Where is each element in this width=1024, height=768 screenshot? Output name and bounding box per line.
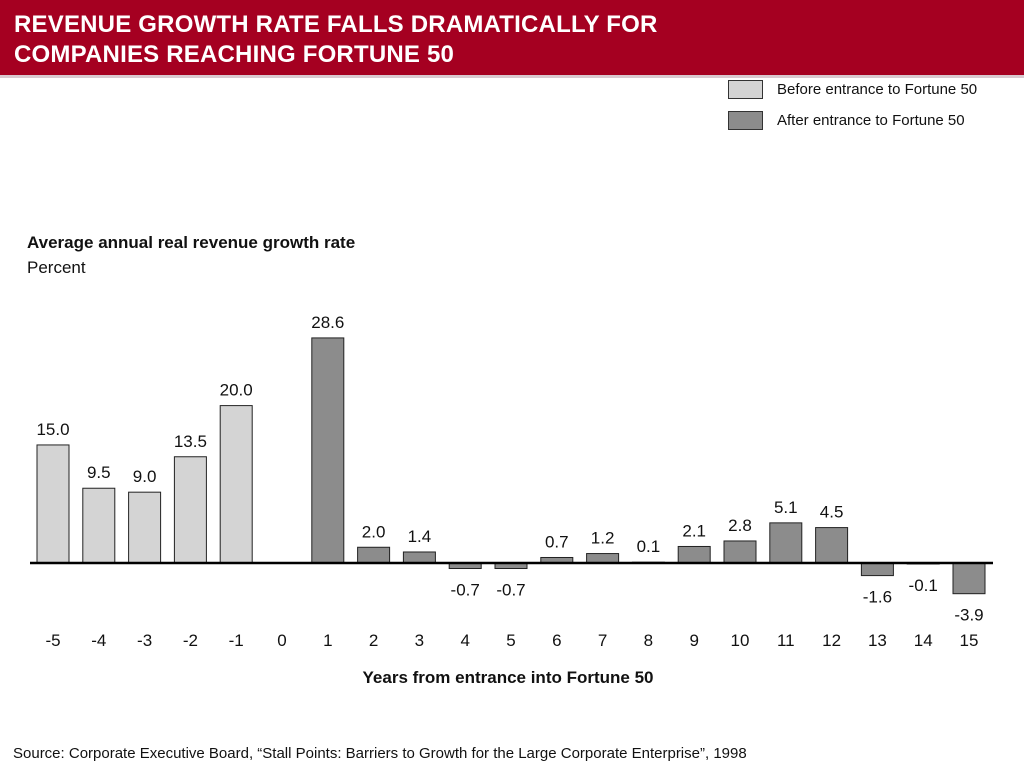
bar-10 (723, 540, 757, 564)
bar--1 (219, 405, 253, 564)
data-label-5: -0.7 (496, 581, 525, 600)
x-tick-label-11: 11 (777, 631, 795, 650)
bar-9 (677, 545, 711, 564)
bar-7 (586, 553, 620, 564)
legend-swatch-before (728, 80, 763, 99)
title-bar (0, 0, 1024, 75)
x-tick-label-12: 12 (822, 631, 841, 650)
x-tick-label-15: 15 (960, 631, 979, 650)
slide-title: REVENUE GROWTH RATE FALLS DRAMATICALLY F… (14, 10, 1014, 70)
data-label-10: 2.8 (728, 516, 752, 535)
x-tick-label-13: 13 (868, 631, 887, 650)
data-label-6: 0.7 (545, 532, 569, 551)
x-tick-label-2: 2 (369, 631, 378, 650)
bar-2 (357, 546, 391, 564)
data-label--2: 13.5 (174, 432, 207, 451)
bar-1 (311, 337, 345, 564)
legend-label-before: Before entrance to Fortune 50 (777, 81, 978, 98)
bar-13 (860, 562, 894, 577)
data-label-4: -0.7 (451, 581, 480, 600)
x-axis-title: Years from entrance into Fortune 50 (363, 668, 654, 687)
x-tick-label--4: -4 (91, 631, 106, 650)
data-label--1: 20.0 (220, 381, 253, 400)
x-tick-label-8: 8 (644, 631, 653, 650)
x-tick-label-5: 5 (506, 631, 515, 650)
x-tick-label--2: -2 (183, 631, 198, 650)
x-tick-label-0: 0 (277, 631, 286, 650)
data-label-13: -1.6 (863, 588, 892, 607)
bar--4 (82, 487, 116, 564)
x-tick-label-3: 3 (415, 631, 424, 650)
data-label-3: 1.4 (408, 527, 432, 546)
legend-swatch-after (728, 111, 763, 130)
x-tick-label--5: -5 (45, 631, 60, 650)
title-underline (0, 75, 1024, 78)
chart-unit-label: Percent (27, 258, 86, 277)
data-label--3: 9.0 (133, 467, 157, 486)
data-label-2: 2.0 (362, 522, 386, 541)
data-label-9: 2.1 (682, 521, 706, 540)
slide-title-line-2: COMPANIES REACHING FORTUNE 50 (14, 41, 455, 68)
bar--3 (128, 491, 162, 564)
bar--2 (173, 456, 207, 564)
x-tick-label-1: 1 (323, 631, 332, 650)
x-tick-label-10: 10 (731, 631, 750, 650)
legend-label-after: After entrance to Fortune 50 (777, 112, 965, 129)
x-tick-label-4: 4 (460, 631, 469, 650)
x-tick-label-7: 7 (598, 631, 607, 650)
bar-12 (815, 527, 849, 564)
x-tick-label--1: -1 (229, 631, 244, 650)
bar-11 (769, 522, 803, 564)
data-label-7: 1.2 (591, 529, 615, 548)
data-label-8: 0.1 (637, 537, 661, 556)
data-label-1: 28.6 (311, 313, 344, 332)
bar-chart: 15.0 -5 9.5 -4 9.0 -3 13.5 -2 20.0 -1 0 28.6 1 2.0 2 1.… (30, 313, 993, 687)
chart-title: Average annual real revenue growth rate (27, 233, 356, 252)
x-tick-label-9: 9 (689, 631, 698, 650)
data-label-15: -3.9 (954, 606, 983, 625)
bar-15 (952, 562, 986, 595)
x-tick-label--3: -3 (137, 631, 152, 650)
source-note: Source: Corporate Executive Board, “Stal… (13, 745, 747, 762)
slide-title-line-1: REVENUE GROWTH RATE FALLS DRAMATICALLY F… (14, 11, 658, 38)
bar--5 (36, 444, 70, 564)
data-label--4: 9.5 (87, 463, 111, 482)
bar-3 (402, 551, 436, 564)
data-label-11: 5.1 (774, 498, 798, 517)
data-label--5: 15.0 (36, 420, 69, 439)
x-tick-label-6: 6 (552, 631, 561, 650)
x-tick-label-14: 14 (914, 631, 933, 650)
data-label-12: 4.5 (820, 503, 844, 522)
data-label-14: -0.1 (909, 576, 938, 595)
